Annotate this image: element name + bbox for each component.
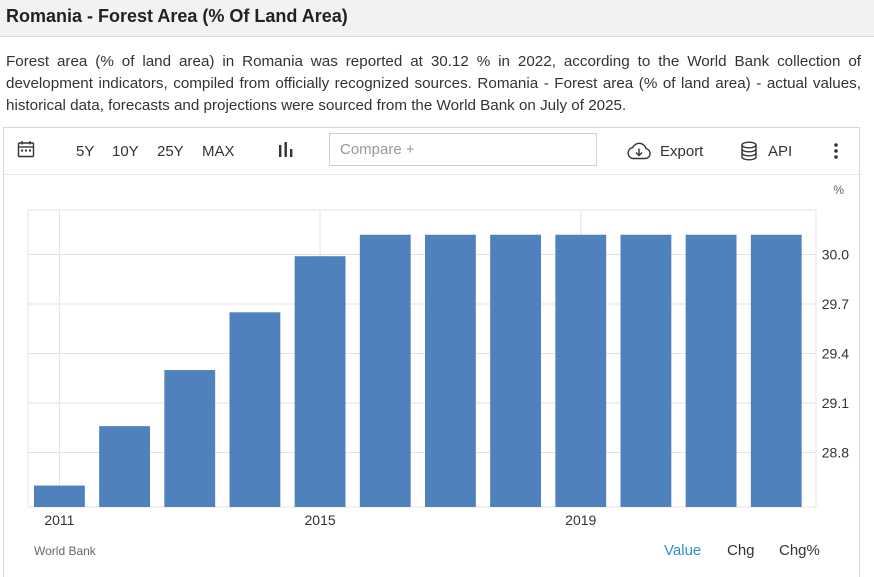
title-bar: Romania - Forest Area (% Of Land Area) [0,0,874,37]
range-10y-button[interactable]: 10Y [112,143,139,160]
bar [34,485,85,507]
bar [425,234,476,507]
database-icon[interactable] [740,141,758,165]
y-tick-label: 29.4 [822,346,849,362]
vertical-dots-icon[interactable] [833,142,839,164]
range-25y-button[interactable]: 25Y [157,143,184,160]
y-tick-label: 29.1 [822,395,849,411]
y-tick-label: 28.8 [822,445,849,461]
api-button[interactable]: API [768,143,793,160]
bar [685,234,737,507]
compare-input[interactable] [330,134,580,165]
bar [620,234,672,507]
y-tick-label: 30.0 [822,247,849,263]
x-tick-label: 2019 [565,512,596,528]
cloud-download-icon[interactable] [626,142,652,164]
x-tick-label: 2011 [44,512,74,528]
export-button[interactable]: Export [660,143,704,160]
bar [750,234,802,507]
source-label: World Bank [34,544,96,558]
tab-chg-percent[interactable]: Chg% [779,542,820,559]
page-title: Romania - Forest Area (% Of Land Area) [6,6,348,26]
bar [294,256,346,507]
page-description: Forest area (% of land area) in Romania … [6,53,861,114]
y-tick-label: 29.7 [822,296,849,312]
chart-panel: 5Y 10Y 25Y MAX Export [3,127,860,577]
bar-chart-icon[interactable] [278,141,294,161]
range-5y-button[interactable]: 5Y [76,143,95,160]
bar [164,370,216,507]
bar [490,234,541,507]
bar [359,234,411,507]
tab-chg[interactable]: Chg [727,542,755,559]
bar [555,234,607,507]
bar-chart: % 30.0 29.7 29.4 29.1 28.8 2011 2015 2019 [27,183,849,528]
calendar-icon[interactable] [17,140,35,162]
compare-field[interactable] [329,133,597,166]
x-tick-label: 2015 [305,512,336,528]
plot-frame [27,209,817,508]
tab-value[interactable]: Value [664,542,702,559]
bar [229,312,281,507]
unit-label: % [833,183,844,197]
range-max-button[interactable]: MAX [202,143,235,160]
bar [99,426,150,507]
chart-toolbar: 5Y 10Y 25Y MAX Export [4,128,859,175]
